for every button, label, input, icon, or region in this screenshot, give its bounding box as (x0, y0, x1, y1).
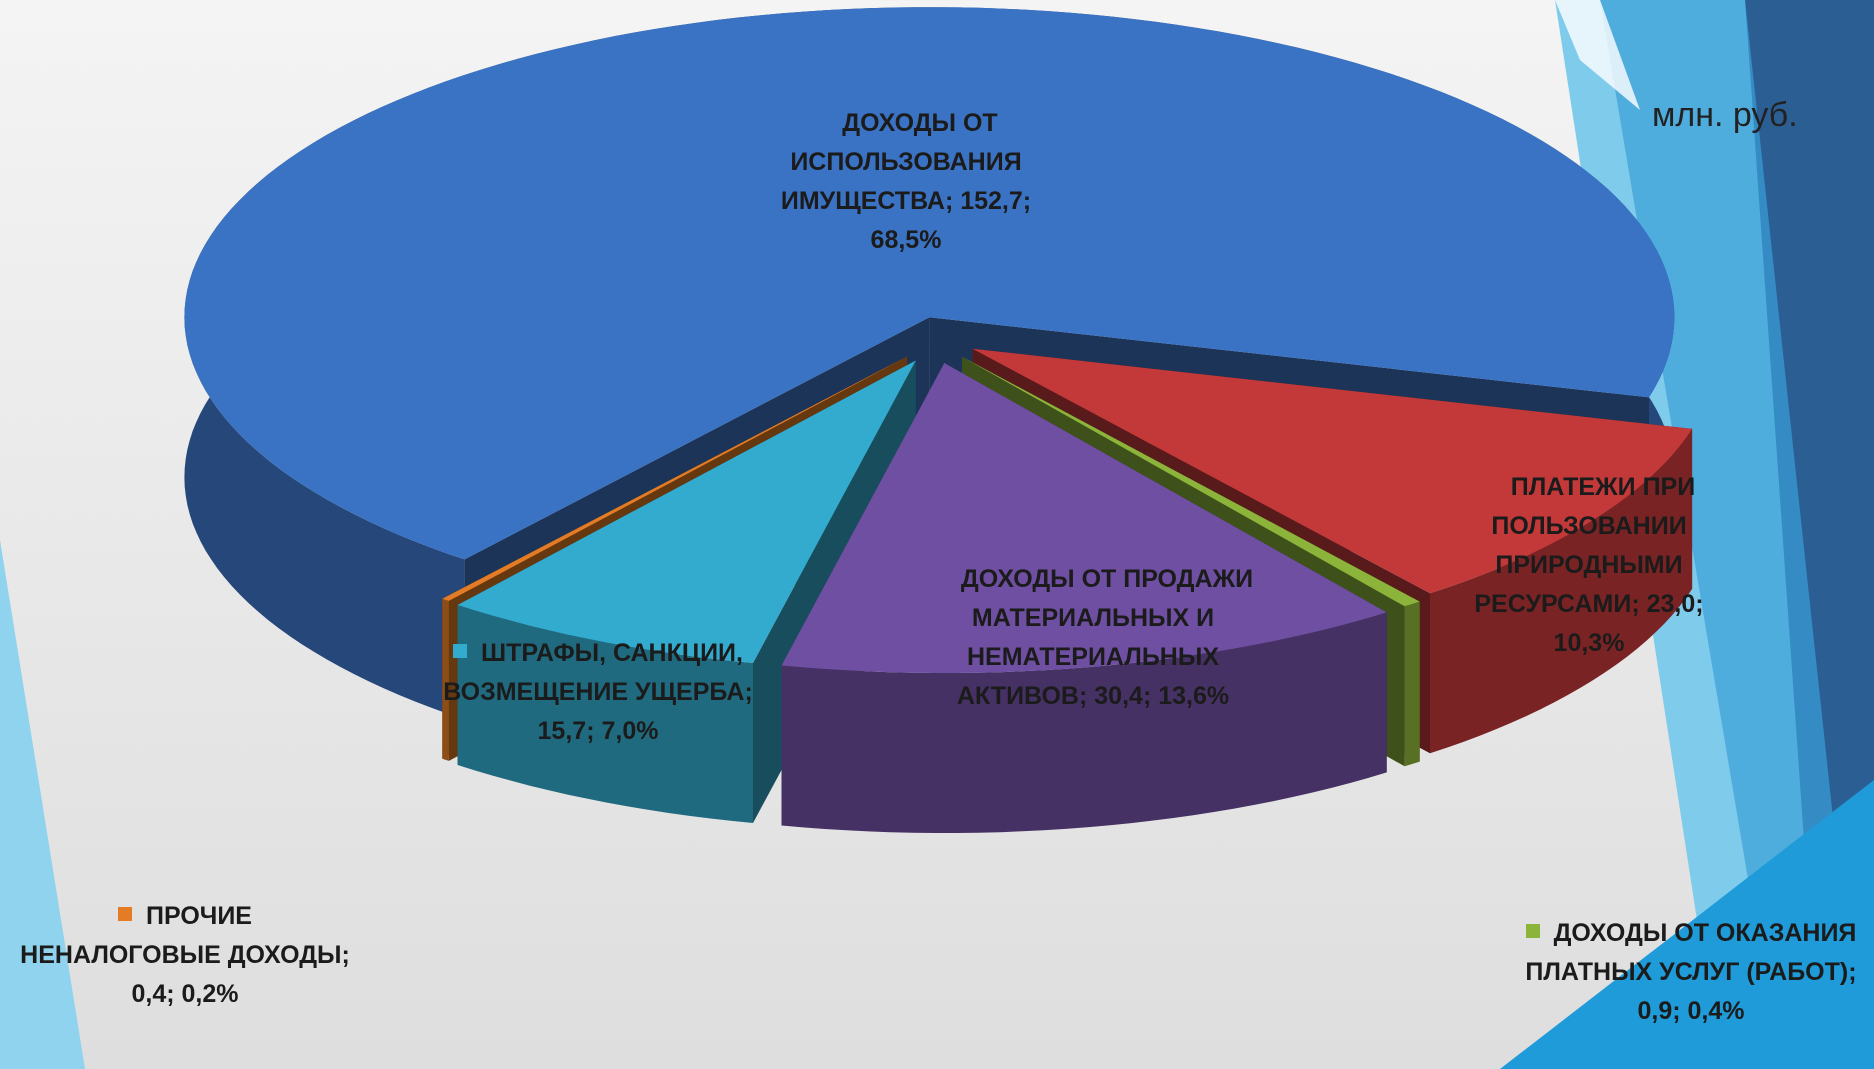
value-label: 152,7 (960, 187, 1023, 215)
legend-marker (814, 114, 829, 128)
percent-label: 0,2% (181, 980, 239, 1008)
separator: ; (1078, 682, 1088, 710)
unit-label: млн. руб. (1652, 96, 1798, 134)
decor-shape (1745, 0, 1874, 1069)
separator: ; (1631, 590, 1640, 618)
decor-shape (1500, 780, 1874, 1069)
separator: ; (1848, 958, 1857, 986)
slice-outer-wall (1430, 428, 1693, 754)
category-label: ДОХОДЫ ОТ ИСПОЛЬЗОВАНИЯ ИМУЩЕСТВА (780, 109, 1022, 215)
category-label: ШТРАФЫ, САНКЦИИ, ВОЗМЕЩЕНИЕ УЩЕРБА (443, 639, 745, 706)
percent-label: 13,6% (1158, 682, 1230, 710)
value-label: 23,0 (1646, 590, 1696, 618)
decor-shape (0, 540, 85, 1069)
legend-marker (932, 570, 947, 584)
value-label: 0,4 (131, 980, 167, 1008)
category-label: ПЛАТЕЖИ ПРИ ПОЛЬЗОВАНИИ ПРИРОДНЫМИ РЕСУР… (1474, 473, 1696, 618)
data-label: ШТРАФЫ, САНКЦИИ, ВОЗМЕЩЕНИЕ УЩЕРБА; 15,7… (418, 634, 778, 751)
legend-marker (453, 644, 468, 658)
slice-top (972, 348, 1693, 594)
separator: ; (341, 941, 350, 969)
slice-outer-wall (781, 612, 1387, 833)
slice-outer-wall (457, 605, 753, 823)
data-label: ПЛАТЕЖИ ПРИ ПОЛЬЗОВАНИИ ПРИРОДНЫМИ РЕСУР… (1449, 468, 1729, 663)
data-label: ДОХОДЫ ОТ ИСПОЛЬЗОВАНИЯ ИМУЩЕСТВА; 152,7… (746, 104, 1066, 260)
separator: ; (586, 717, 595, 745)
legend-marker (1482, 478, 1497, 492)
category-label: ДОХОДЫ ОТ ПРОДАЖИ МАТЕРИАЛЬНЫХ И НЕМАТЕР… (956, 565, 1254, 710)
separator: ; (1672, 997, 1681, 1025)
percent-label: 68,5% (870, 226, 942, 254)
slice-outer-wall (1404, 601, 1420, 767)
legend-marker (1525, 924, 1540, 938)
value-label: 15,7 (537, 717, 587, 745)
separator: ; (944, 187, 954, 215)
slice (781, 363, 1387, 833)
slice-top (442, 356, 908, 601)
decor-shape (1555, 0, 1640, 110)
decor-shape (1600, 0, 1860, 1069)
value-label: 0,9 (1637, 997, 1673, 1025)
separator: ; (1142, 682, 1152, 710)
separator: ; (1022, 187, 1032, 215)
separator: ; (1695, 590, 1704, 618)
separator: ; (166, 980, 175, 1008)
slice-top (962, 356, 1420, 607)
category-label: ПРОЧИЕ НЕНАЛОГОВЫЕ ДОХОДЫ (20, 902, 342, 969)
data-label: ДОХОДЫ ОТ ПРОДАЖИ МАТЕРИАЛЬНЫХ И НЕМАТЕР… (913, 560, 1273, 716)
separator: ; (744, 678, 753, 706)
percent-label: 0,4% (1687, 997, 1745, 1025)
pie (184, 7, 1693, 833)
data-label: ДОХОДЫ ОТ ОКАЗАНИЯ ПЛАТНЫХ УСЛУГ (РАБОТ)… (1501, 914, 1874, 1031)
percent-label: 10,3% (1553, 629, 1625, 657)
slice-outer-wall (442, 598, 449, 761)
slice-top (781, 363, 1387, 673)
value-label: 30,4 (1094, 682, 1143, 710)
percent-label: 7,0% (601, 717, 659, 745)
slice-top (457, 360, 916, 663)
data-label: ПРОЧИЕ НЕНАЛОГОВЫЕ ДОХОДЫ; 0,4; 0,2% (15, 897, 355, 1014)
slice-top (184, 7, 1675, 560)
category-label: ДОХОДЫ ОТ ОКАЗАНИЯ ПЛАТНЫХ УСЛУГ (РАБОТ) (1525, 919, 1857, 986)
legend-marker (118, 907, 132, 921)
